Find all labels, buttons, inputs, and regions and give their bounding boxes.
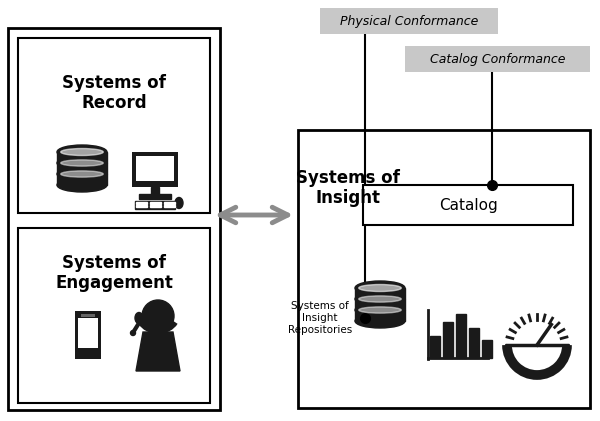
Ellipse shape	[135, 312, 143, 323]
Ellipse shape	[359, 285, 401, 291]
Bar	[355, 310, 405, 321]
Bar	[57, 163, 107, 174]
Bar	[298, 130, 590, 408]
Ellipse shape	[61, 149, 103, 155]
Bar	[136, 156, 174, 181]
Bar	[136, 205, 147, 207]
Bar	[456, 314, 466, 358]
Bar	[150, 205, 161, 207]
Bar	[57, 152, 107, 163]
Bar	[164, 205, 175, 207]
Ellipse shape	[355, 292, 405, 306]
Bar	[164, 202, 175, 204]
Polygon shape	[136, 332, 180, 371]
Ellipse shape	[359, 296, 401, 302]
Ellipse shape	[61, 160, 103, 166]
Bar	[81, 314, 95, 317]
Text: Systems of
Engagement: Systems of Engagement	[55, 253, 173, 293]
Bar	[139, 194, 171, 199]
Ellipse shape	[57, 145, 107, 159]
Bar	[136, 202, 147, 204]
Bar	[8, 28, 220, 410]
Ellipse shape	[175, 197, 183, 208]
Bar	[151, 187, 159, 194]
Text: Systems of
Insight: Systems of Insight	[296, 168, 400, 208]
Bar	[75, 311, 101, 359]
Bar	[430, 336, 440, 358]
Bar	[132, 152, 178, 187]
Bar	[355, 288, 405, 299]
Ellipse shape	[57, 156, 107, 170]
Text: Catalog: Catalog	[439, 197, 497, 213]
Bar	[57, 174, 107, 185]
Ellipse shape	[57, 167, 107, 181]
Ellipse shape	[61, 171, 103, 177]
Ellipse shape	[355, 281, 405, 295]
Bar	[443, 322, 453, 358]
Bar	[18, 228, 210, 403]
Bar	[363, 185, 573, 225]
Ellipse shape	[355, 314, 405, 328]
Bar	[135, 201, 175, 209]
Bar	[18, 38, 210, 213]
Text: Physical Conformance: Physical Conformance	[340, 14, 478, 27]
Bar	[355, 299, 405, 310]
Bar	[482, 340, 492, 358]
Circle shape	[142, 300, 174, 332]
Ellipse shape	[359, 307, 401, 313]
Text: Systems of
Record: Systems of Record	[62, 74, 166, 112]
Bar	[150, 202, 161, 204]
Bar	[469, 328, 479, 358]
Text: Catalog Conformance: Catalog Conformance	[430, 53, 565, 66]
Bar	[405, 46, 590, 72]
Text: Systems of
Insight
Repositories: Systems of Insight Repositories	[288, 301, 352, 335]
Ellipse shape	[355, 303, 405, 317]
Ellipse shape	[57, 178, 107, 192]
Bar	[78, 318, 98, 348]
Ellipse shape	[131, 330, 136, 336]
Bar	[320, 8, 498, 34]
